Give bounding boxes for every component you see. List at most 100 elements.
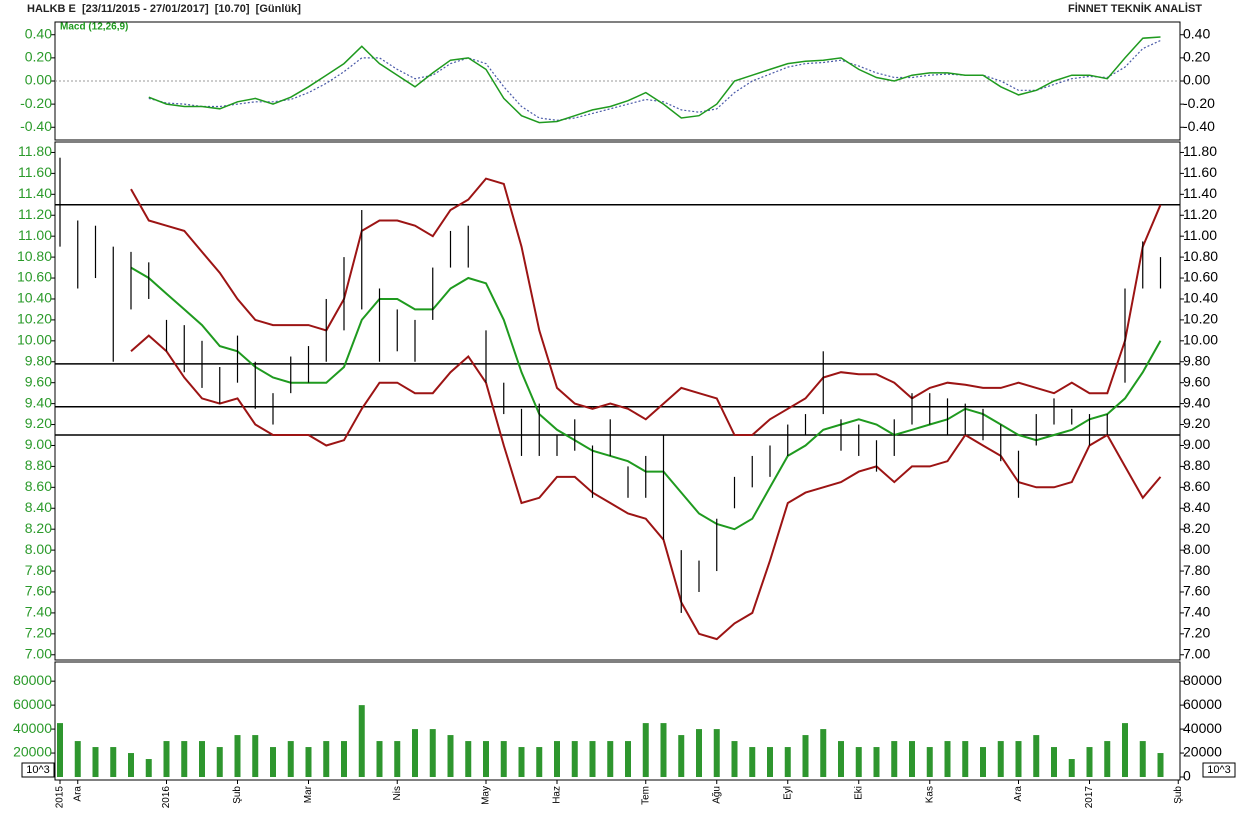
volume-bar [270,747,276,778]
y-tick-label: 80000 [13,672,52,688]
y-tick-label: 10.20 [17,311,52,327]
volume-bar [465,741,472,778]
y-tick-label: 9.80 [1183,352,1210,368]
x-tick-label: Şub [1173,786,1184,804]
volume-bar [997,741,1004,778]
volume-bar [855,747,862,778]
x-tick-label: Eki [853,786,864,800]
header-title: HALKB E [23/11/2015 - 27/01/2017] [10.70… [27,3,301,15]
x-tick-label: Ağu [711,786,722,804]
x-tick-label: Nis [392,786,403,800]
y-tick-label: 40000 [1183,720,1222,736]
x-tick-label: May [481,786,492,805]
y-tick-label: 60000 [1183,696,1222,712]
volume-bar [944,741,951,778]
y-tick-label: -0.20 [20,95,52,111]
x-tick-label: Kas [924,786,935,803]
y-tick-label: 11.80 [18,143,52,159]
volume-bar [341,741,347,778]
volume-bar [891,741,898,778]
x-tick-label: Mar [303,785,314,803]
y-tick-label: 11.60 [18,164,52,180]
volume-bar [128,753,134,778]
volume-bar [909,741,915,778]
volume-bar [607,741,614,778]
volume-bar [642,723,649,778]
macd-line [148,36,1161,124]
x-tick-label: Tem [640,786,651,805]
volume-bar [181,741,188,778]
volume-bar [518,747,525,778]
y-tick-label: 8.00 [1183,541,1210,557]
y-tick-label: 10.40 [1183,290,1218,306]
y-tick-label: 7.40 [1183,604,1210,620]
y-tick-label: 11.00 [18,227,52,243]
volume-bar [500,741,507,778]
y-tick-label: 8.20 [25,520,52,536]
panel-title: Macd (12,26,9) [60,22,128,33]
volume-bar [447,735,454,778]
x-tick-label: 2015 [55,786,66,809]
y-tick-label: 10.80 [1183,248,1218,264]
volume-bar [1015,741,1022,778]
y-tick-label: 8.60 [25,478,52,494]
y-tick-label: 0.00 [1183,72,1210,88]
volume-bar [713,729,720,778]
x-tick-label: 2016 [161,786,172,809]
y-tick-label: 8.80 [1183,457,1210,473]
y-tick-label: 8.80 [25,457,52,473]
y-tick-label: 7.20 [1183,625,1210,641]
volume-bar [749,747,756,778]
y-tick-label: 20000 [13,744,52,760]
y-tick-label: 10.00 [1183,332,1218,348]
y-tick-label: 9.20 [25,415,52,431]
x-tick-label: Ara [72,786,83,802]
y-tick-label: 8.20 [1183,520,1210,536]
bollinger-upper [130,177,1162,436]
x-tick-label: Eyl [782,786,793,800]
y-tick-label: 10.60 [17,269,52,285]
y-tick-label: 7.20 [25,625,52,641]
y-tick-label: 0.40 [1183,25,1210,41]
y-tick-label: 80000 [1183,672,1222,688]
y-tick-label: 10.40 [17,290,52,306]
volume-bar [483,741,489,778]
y-tick-label: 8.00 [25,541,52,557]
unit-box [1202,762,1236,778]
x-tick-label: Şub [232,786,243,804]
y-tick-label: 9.00 [1183,436,1210,452]
y-tick-label: 8.40 [25,499,52,515]
volume-bar [962,741,969,778]
y-tick-label: 8.40 [1183,499,1210,515]
volume-bar [873,747,880,778]
header-brand: FİNNET TEKNİK ANALİST [1068,2,1202,15]
y-tick-label: 20000 [1183,744,1222,760]
y-tick-label: 11.40 [18,185,52,201]
y-tick-label: 7.80 [25,562,52,578]
volume-bar [287,741,294,778]
panel-frame [54,141,1181,661]
y-tick-label: 9.20 [1183,415,1210,431]
y-tick-label: 10.60 [1183,269,1218,285]
volume-bar [92,747,99,778]
volume-bar [980,747,986,778]
y-tick-label: 0.40 [25,25,52,41]
y-tick-label: 0 [1183,768,1191,784]
volume-bar [234,735,241,778]
volume-bar [1033,735,1040,778]
volume-bar [1086,747,1093,778]
unit-label-left: 10^3 [26,764,50,776]
y-tick-label: 7.00 [25,645,52,661]
volume-bar [820,729,827,778]
volume-bar [252,735,259,778]
volume-bar [1068,759,1075,778]
y-tick-label: 7.40 [25,604,52,620]
volume-bar [926,747,933,778]
volume-bar [163,741,170,778]
y-tick-label: 40000 [13,720,52,736]
y-tick-label: 0.20 [1183,49,1210,65]
volume-bar [678,735,685,778]
volume-bar [394,741,401,778]
